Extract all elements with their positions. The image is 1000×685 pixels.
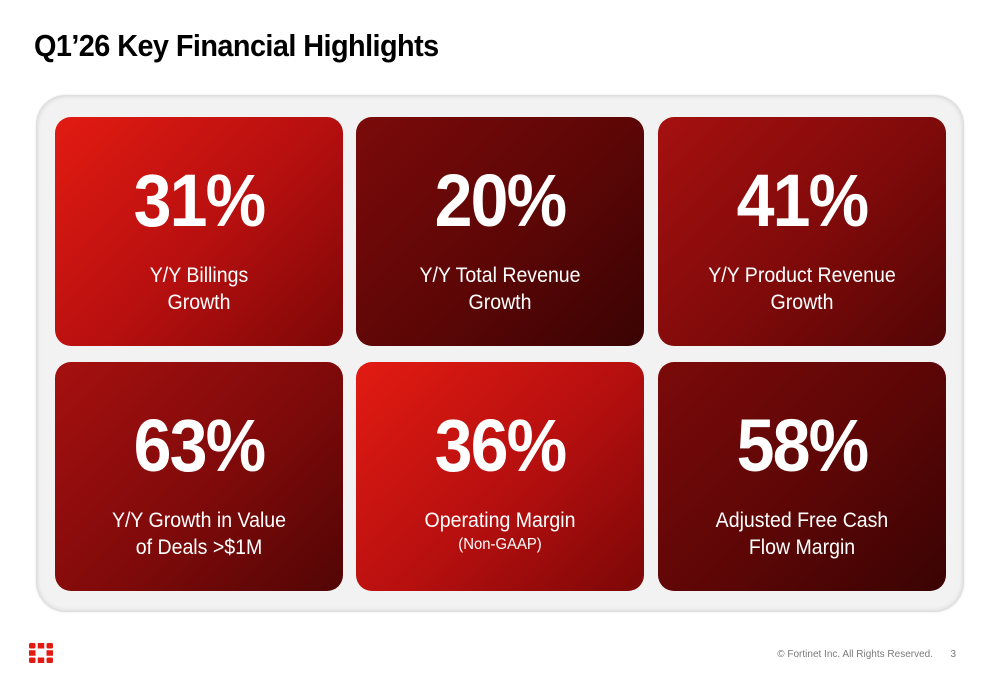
metric-value: 31% [133, 159, 267, 242]
metric-label: Y/Y Billings Growth [74, 262, 323, 316]
metric-label-line: Y/Y Growth in Value [111, 509, 287, 532]
fortinet-logo-icon [29, 643, 53, 663]
metric-label-line: Y/Y Total Revenue [419, 264, 581, 287]
metric-label-line: Y/Y Product Revenue [708, 264, 896, 287]
metric-label-line: Operating Margin [424, 509, 576, 532]
metric-label-line: Y/Y Billings [149, 264, 249, 287]
metric-label: Y/Y Product Revenue Growth [677, 262, 926, 316]
metric-value: 41% [736, 159, 870, 242]
metric-label-line: Growth [167, 291, 231, 314]
metric-value: 36% [434, 404, 568, 487]
metric-label: Y/Y Total Revenue Growth [375, 262, 624, 316]
metric-value: 20% [434, 159, 568, 242]
metric-label-line: Growth [468, 291, 532, 314]
metric-card-large-deals-growth: 63% Y/Y Growth in Value of Deals >$1M [55, 362, 343, 591]
metric-card-free-cash-flow-margin: 58% Adjusted Free Cash Flow Margin [658, 362, 946, 591]
page-number: 3 [950, 649, 956, 660]
slide-title: Q1’26 Key Financial Highlights [34, 28, 439, 63]
metric-card-billings-growth: 31% Y/Y Billings Growth [55, 117, 343, 346]
metric-card-product-revenue-growth: 41% Y/Y Product Revenue Growth [658, 117, 946, 346]
metric-label-line: Adjusted Free Cash [715, 509, 889, 532]
metric-card-operating-margin: 36% Operating Margin (Non-GAAP) [356, 362, 644, 591]
metric-label-line: Growth [770, 291, 834, 314]
copyright-notice: © Fortinet Inc. All Rights Reserved. [777, 649, 933, 660]
metric-label: Operating Margin (Non-GAAP) [375, 507, 624, 556]
metric-label-line: Flow Margin [748, 536, 856, 559]
metric-value: 63% [133, 404, 267, 487]
metric-card-total-revenue-growth: 20% Y/Y Total Revenue Growth [356, 117, 644, 346]
metric-label: Y/Y Growth in Value of Deals >$1M [74, 507, 323, 561]
metric-value: 58% [736, 404, 870, 487]
metric-label: Adjusted Free Cash Flow Margin [677, 507, 926, 561]
metric-label-line: of Deals >$1M [135, 536, 263, 559]
metric-label-subline: (Non-GAAP) [458, 536, 542, 553]
